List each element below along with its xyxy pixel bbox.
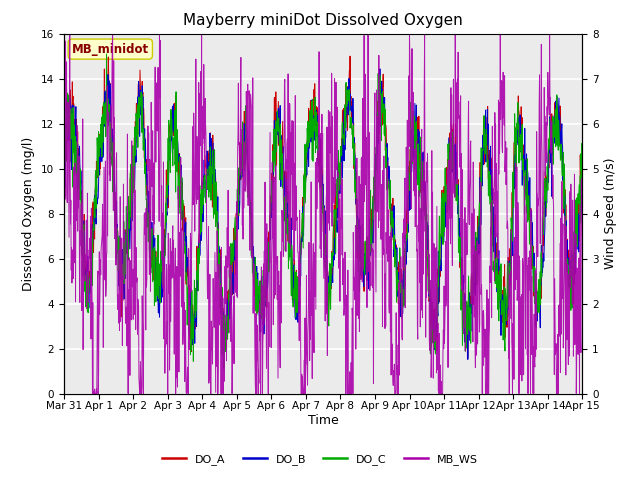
Y-axis label: Wind Speed (m/s): Wind Speed (m/s) <box>604 158 618 269</box>
Y-axis label: Dissolved Oxygen (mg/l): Dissolved Oxygen (mg/l) <box>22 136 35 291</box>
Legend: DO_A, DO_B, DO_C, MB_WS: DO_A, DO_B, DO_C, MB_WS <box>157 450 483 469</box>
Text: MB_minidot: MB_minidot <box>72 43 149 56</box>
X-axis label: Time: Time <box>308 414 339 427</box>
Title: Mayberry miniDot Dissolved Oxygen: Mayberry miniDot Dissolved Oxygen <box>183 13 463 28</box>
